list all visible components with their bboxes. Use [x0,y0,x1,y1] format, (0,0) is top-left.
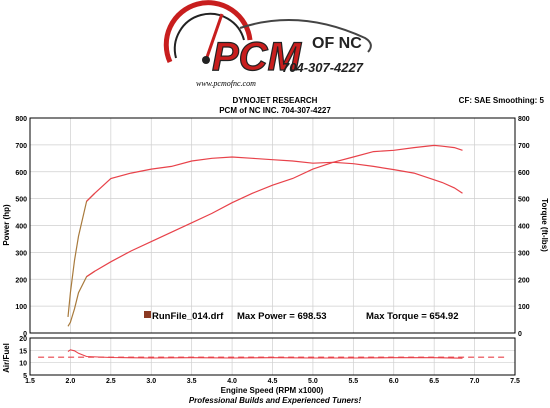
y-axis-label-torque: Torque (ft-lbs) [540,198,549,252]
main-plot-frame [29,117,516,334]
torque-curve-low [67,192,96,317]
header-line1: DYNOJET RESEARCH [232,96,318,105]
y-tick-label-left: 0 [23,331,27,338]
header-settings: CF: SAE Smoothing: 5 [458,96,544,105]
pcm-logo: PCM OF NC 704-307-4227 [150,0,390,95]
afr-y-tick-label: 5 [23,373,27,380]
y-tick-label-right: 700 [518,143,530,150]
y-tick-label-left: 500 [15,197,27,204]
x-tick-label: 7.0 [470,378,480,385]
y-tick-label-right: 0 [518,331,522,338]
y-tick-label-right: 200 [518,277,530,284]
max-torque-label: Max Torque = 654.92 [366,311,459,322]
x-tick-label: 2.5 [106,378,116,385]
x-tick-label: 3.0 [146,378,156,385]
x-tick-label: 2.0 [66,378,76,385]
afr-plot-frame [29,337,516,376]
legend-marker [144,311,151,318]
x-tick-label: 1.5 [25,378,35,385]
main-grid [29,117,516,334]
main-series-group [67,144,463,327]
y-tick-label-left: 800 [15,116,27,123]
y-tick-label-left: 300 [15,250,27,257]
tach-arc-icon [163,0,253,64]
x-tick-label: 6.0 [389,378,399,385]
x-tick-label: 7.5 [510,378,520,385]
afr-series-group [38,349,507,359]
afr-y-tick-label: 20 [19,336,27,343]
logo-website: www.pcmofnc.com [196,79,256,88]
torque-curve [86,156,463,202]
x-tick-label: 5.0 [308,378,318,385]
y-tick-label-left: 400 [15,224,27,231]
y-tick-label-right: 100 [518,304,530,311]
header-line2: PCM of NC INC. 704-307-4227 [219,106,331,115]
x-tick-label: 6.5 [429,378,439,385]
afr-y-tick-label: 10 [19,361,27,368]
main-y-ticks-left: 0 100 200 300 400 500 600 700 800 [15,116,27,338]
main-y-ticks-right: 0 100 200 300 400 500 600 700 800 [518,116,530,338]
afr-y-tick-label: 15 [19,348,27,355]
tach-needle-icon [204,13,224,61]
afr-grid [29,337,516,376]
tach-inner-arc-icon [173,12,245,59]
x-tick-label: 4.5 [268,378,278,385]
y-tick-label-left: 600 [15,170,27,177]
y-tick-label-left: 100 [15,304,27,311]
run-file-label: RunFile_014.drf [152,311,224,322]
y-tick-label-right: 500 [518,197,530,204]
afr-x-ticks: 1.5 2.0 2.5 3.0 3.5 4.0 4.5 5.0 5.5 6.0 6.5 7.0 7.5 [25,378,520,385]
max-power-label: Max Power = 698.53 [237,311,327,322]
y-axis-label-afr: Air/Fuel [2,343,11,373]
y-tick-label-right: 300 [518,250,530,257]
y-tick-label-left: 700 [15,143,27,150]
x-tick-label: 5.5 [348,378,358,385]
y-tick-label-right: 600 [518,170,530,177]
tach-hub-icon [202,56,210,64]
pcm-logo-graphic: PCM OF NC 704-307-4227 [163,0,372,80]
logo-brand: PCM [212,35,303,79]
x-tick-label: 4.0 [227,378,237,385]
logo-phone: 704-307-4227 [282,60,364,75]
x-axis-label: Engine Speed (RPM x1000) [221,386,324,395]
y-tick-label-right: 800 [518,116,530,123]
car-silhouette-icon [239,19,372,53]
logo-suffix: OF NC [312,35,362,52]
y-tick-label-left: 200 [15,277,27,284]
afr-y-ticks: 5 10 15 20 [19,336,27,380]
y-axis-label-power: Power (hp) [2,204,11,246]
x-tick-label: 3.5 [187,378,197,385]
y-tick-label-right: 400 [518,224,530,231]
power-curve [86,144,463,278]
footer-tagline: Professional Builds and Experienced Tune… [188,396,362,405]
